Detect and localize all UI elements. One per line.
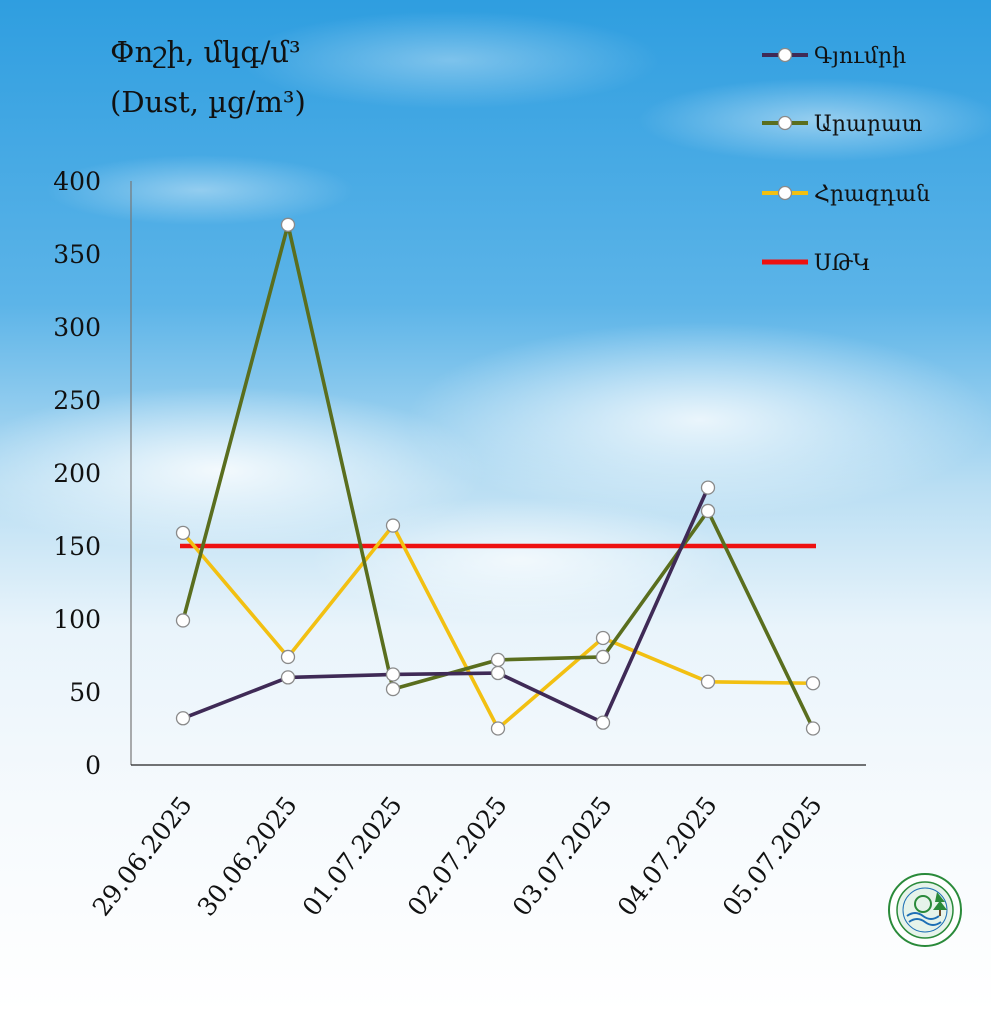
data-point [280, 670, 296, 685]
series-1 [175, 217, 821, 736]
legend-label: Գյումրի [814, 44, 906, 69]
legend-marker [777, 47, 793, 63]
y-tick-label: 0 [85, 751, 101, 780]
y-tick-label: 250 [53, 386, 101, 415]
data-point [490, 721, 506, 736]
data-point [805, 721, 821, 736]
data-point [700, 674, 716, 689]
x-axis-ticks: 29.06.202530.06.202501.07.202502.07.2025… [87, 791, 828, 922]
data-point [490, 652, 506, 668]
chart-series [175, 217, 821, 736]
x-tick-label: 29.06.2025 [87, 791, 198, 922]
series-line [182, 486, 710, 725]
legend-label: ՍԹԿ [814, 251, 871, 276]
y-tick-label: 200 [53, 459, 101, 488]
legend-item: Գյումրի [762, 44, 906, 69]
legend-item: Արարատ [762, 112, 922, 137]
series-2 [175, 518, 821, 736]
data-point [385, 667, 401, 682]
legend-marker [777, 115, 793, 131]
y-tick-label: 400 [53, 167, 101, 196]
legend-item: Հրազդան [762, 182, 930, 207]
y-axis-ticks: 0 50 100 150 200 250 300 350 400 [53, 167, 101, 780]
x-tick-label: 02.07.2025 [402, 791, 513, 922]
y-tick-label: 100 [53, 605, 101, 634]
x-tick-label: 03.07.2025 [507, 791, 618, 922]
chart-legend: Գյումրի Արարատ Հրազդան ՍԹԿ [762, 44, 930, 276]
data-point [700, 480, 716, 495]
data-point [280, 217, 296, 232]
legend-item: ՍԹԿ [762, 251, 871, 276]
series-line [181, 523, 814, 731]
x-tick-label: 04.07.2025 [612, 791, 723, 922]
x-tick-label: 30.06.2025 [192, 791, 303, 922]
data-point [490, 665, 506, 681]
chart-axes [130, 181, 866, 766]
x-tick-label: 01.07.2025 [297, 791, 408, 922]
data-point [385, 518, 401, 533]
data-point [175, 711, 191, 726]
data-point [175, 525, 191, 541]
data-point [280, 649, 296, 665]
environmental-monitoring-center-logo [888, 873, 962, 947]
y-tick-label: 350 [53, 240, 101, 269]
data-point [700, 503, 716, 519]
series-0 [175, 480, 716, 730]
data-point [595, 630, 611, 646]
x-tick-label: 05.07.2025 [717, 791, 828, 922]
data-point [595, 649, 611, 665]
chart-subtitle: (Dust, µg/m³) [110, 85, 306, 119]
data-point [805, 676, 821, 691]
legend-marker [777, 185, 793, 201]
data-point [175, 613, 191, 628]
data-point [595, 715, 611, 730]
y-tick-label: 300 [53, 313, 101, 342]
data-point [385, 681, 401, 697]
y-tick-label: 50 [69, 678, 101, 707]
legend-label: Հրազդան [814, 182, 930, 207]
chart-title: Փոշի, մկգ/մ³ [110, 35, 301, 69]
legend-label: Արարատ [814, 112, 922, 137]
y-tick-label: 150 [53, 532, 101, 561]
